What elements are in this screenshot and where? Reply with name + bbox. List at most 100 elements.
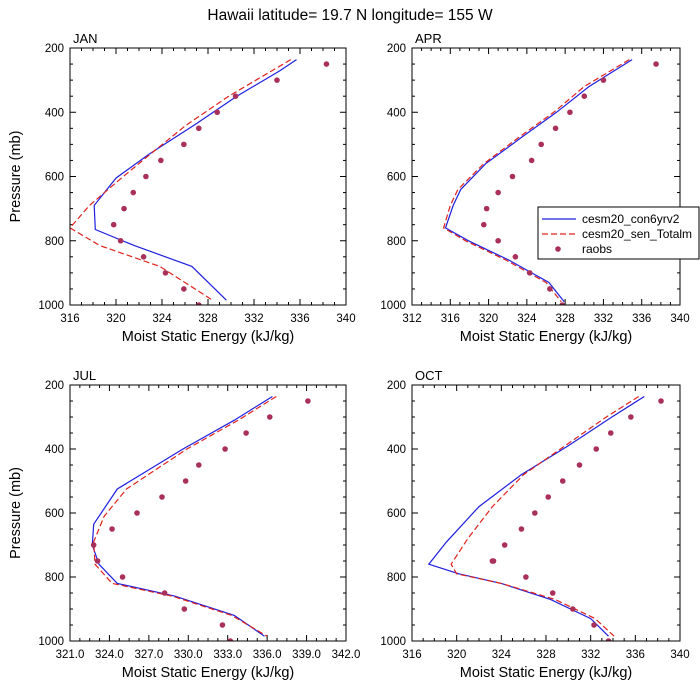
x-tick-label: 324 xyxy=(152,313,172,325)
x-tick-label: 332 xyxy=(244,313,263,325)
raobs-point xyxy=(196,462,202,468)
raobs-point xyxy=(227,638,234,641)
raobs-point xyxy=(140,254,147,260)
raobs-point xyxy=(181,141,187,148)
legend-box xyxy=(537,206,700,260)
raobs-point xyxy=(274,77,280,83)
y-tick-label: 400 xyxy=(45,107,64,119)
raobs-point xyxy=(130,189,137,196)
raobs-point xyxy=(119,574,126,580)
series-line-cesm20-sen-totalm xyxy=(93,395,277,637)
y-tick-label: 200 xyxy=(45,380,64,392)
series-line-cesm20-con6yrv2 xyxy=(93,59,297,301)
raobs-point xyxy=(523,574,529,580)
panel-title: APR xyxy=(415,31,442,46)
panel-jul: 321.0 324.0 327.0 330.0 333.0 336.0 339.0 342.0… xyxy=(8,368,360,681)
y-tick-label: 200 xyxy=(45,43,64,55)
raobs-point xyxy=(94,558,101,564)
raobs-point xyxy=(526,270,533,276)
panel-jan: 316 320 324 328 332 336 340 200 400 600 800 1000 JAN… xyxy=(8,31,356,345)
panel-title: JUL xyxy=(73,368,96,383)
raobs-point xyxy=(232,93,239,99)
x-tick-label: 336 xyxy=(632,313,651,325)
x-tick-label: 333.0 xyxy=(213,649,242,661)
raobs-point xyxy=(196,125,202,132)
y-tick-label: 800 xyxy=(387,236,406,248)
raobs-point xyxy=(559,478,566,484)
raobs-point xyxy=(547,286,553,292)
legend-label: raobs xyxy=(582,242,612,256)
raobs-point xyxy=(605,638,612,641)
legend-label: cesm20_con6yrv2 xyxy=(582,212,680,226)
y-tick-label: 400 xyxy=(387,444,406,456)
raobs-point xyxy=(658,398,664,404)
x-tick-label: 327.0 xyxy=(134,649,163,661)
x-tick-label: 332 xyxy=(594,313,613,325)
y-tick-label: 200 xyxy=(387,380,406,392)
raobs-point xyxy=(628,414,634,420)
x-tick-label: 324.0 xyxy=(95,649,124,661)
x-tick-label: 320 xyxy=(447,649,466,661)
raobs-point xyxy=(159,494,165,500)
y-tick-label: 1000 xyxy=(380,636,406,648)
raobs-point xyxy=(162,270,169,276)
raobs-point xyxy=(501,542,508,548)
raobs-point xyxy=(532,510,538,516)
plot-frame xyxy=(411,47,681,306)
raobs-point xyxy=(600,77,607,83)
x-tick-label: 336 xyxy=(290,313,309,325)
y-axis-label: Pressure (mb) xyxy=(8,467,24,559)
series-line-cesm20-sen-totalm xyxy=(70,59,292,301)
raobs-point xyxy=(143,173,149,180)
raobs-point xyxy=(90,542,97,548)
y-tick-label: 400 xyxy=(387,107,406,119)
raobs-point xyxy=(109,526,115,532)
x-tick-label: 328 xyxy=(536,649,555,661)
x-tick-label: 336 xyxy=(626,649,645,661)
raobs-point xyxy=(196,302,202,305)
x-tick-label: 320 xyxy=(106,313,125,325)
raobs-point xyxy=(243,430,249,436)
x-tick-label: 340 xyxy=(670,649,689,661)
raobs-point xyxy=(552,125,559,132)
plot-frame xyxy=(411,384,681,642)
series-line-cesm20-con6yrv2 xyxy=(444,59,633,303)
x-axis-label: Moist Static Energy (kJ/kg) xyxy=(122,665,294,681)
y-tick-label: 600 xyxy=(45,172,64,184)
panel-title: OCT xyxy=(415,368,443,383)
x-axis-label: Moist Static Energy (kJ/kg) xyxy=(460,665,632,681)
raobs-point xyxy=(549,590,556,596)
series-line-cesm20-sen-totalm xyxy=(450,395,640,637)
legend-swatch-raobs xyxy=(555,246,561,252)
x-tick-label: 330.0 xyxy=(174,649,203,661)
raobs-point xyxy=(483,205,490,212)
x-tick-label: 316 xyxy=(60,313,79,325)
series-line-cesm20-con6yrv2 xyxy=(427,395,645,637)
raobs-point xyxy=(593,446,600,452)
raobs-point xyxy=(567,109,573,116)
x-tick-label: 316 xyxy=(402,649,421,661)
x-tick-label: 328 xyxy=(556,313,575,325)
y-tick-label: 800 xyxy=(45,572,64,584)
panel-apr: 312 316 320 324 328 332 336 340 200 400 600 800 1000… xyxy=(380,31,689,345)
raobs-point xyxy=(134,510,140,516)
raobs-point xyxy=(509,173,516,180)
y-tick-label: 800 xyxy=(45,236,64,248)
raobs-point xyxy=(581,93,588,99)
raobs-point xyxy=(607,430,614,436)
panel-oct: 316 320 324 328 332 336 340 200 400 600 800 1000 OCT… xyxy=(380,368,689,681)
raobs-point xyxy=(181,606,188,612)
x-axis-label: Moist Static Energy (kJ/kg) xyxy=(460,329,632,345)
y-tick-label: 1000 xyxy=(38,300,64,312)
raobs-point xyxy=(559,302,566,305)
x-axis-label: Moist Static Energy (kJ/kg) xyxy=(122,329,294,345)
series-line-cesm20-sen-totalm xyxy=(442,59,630,303)
y-tick-label: 1000 xyxy=(38,636,64,648)
x-tick-label: 316 xyxy=(441,313,460,325)
raobs-point xyxy=(528,157,535,164)
raobs-point xyxy=(490,558,497,564)
raobs-point xyxy=(545,494,552,500)
raobs-point xyxy=(495,189,501,196)
